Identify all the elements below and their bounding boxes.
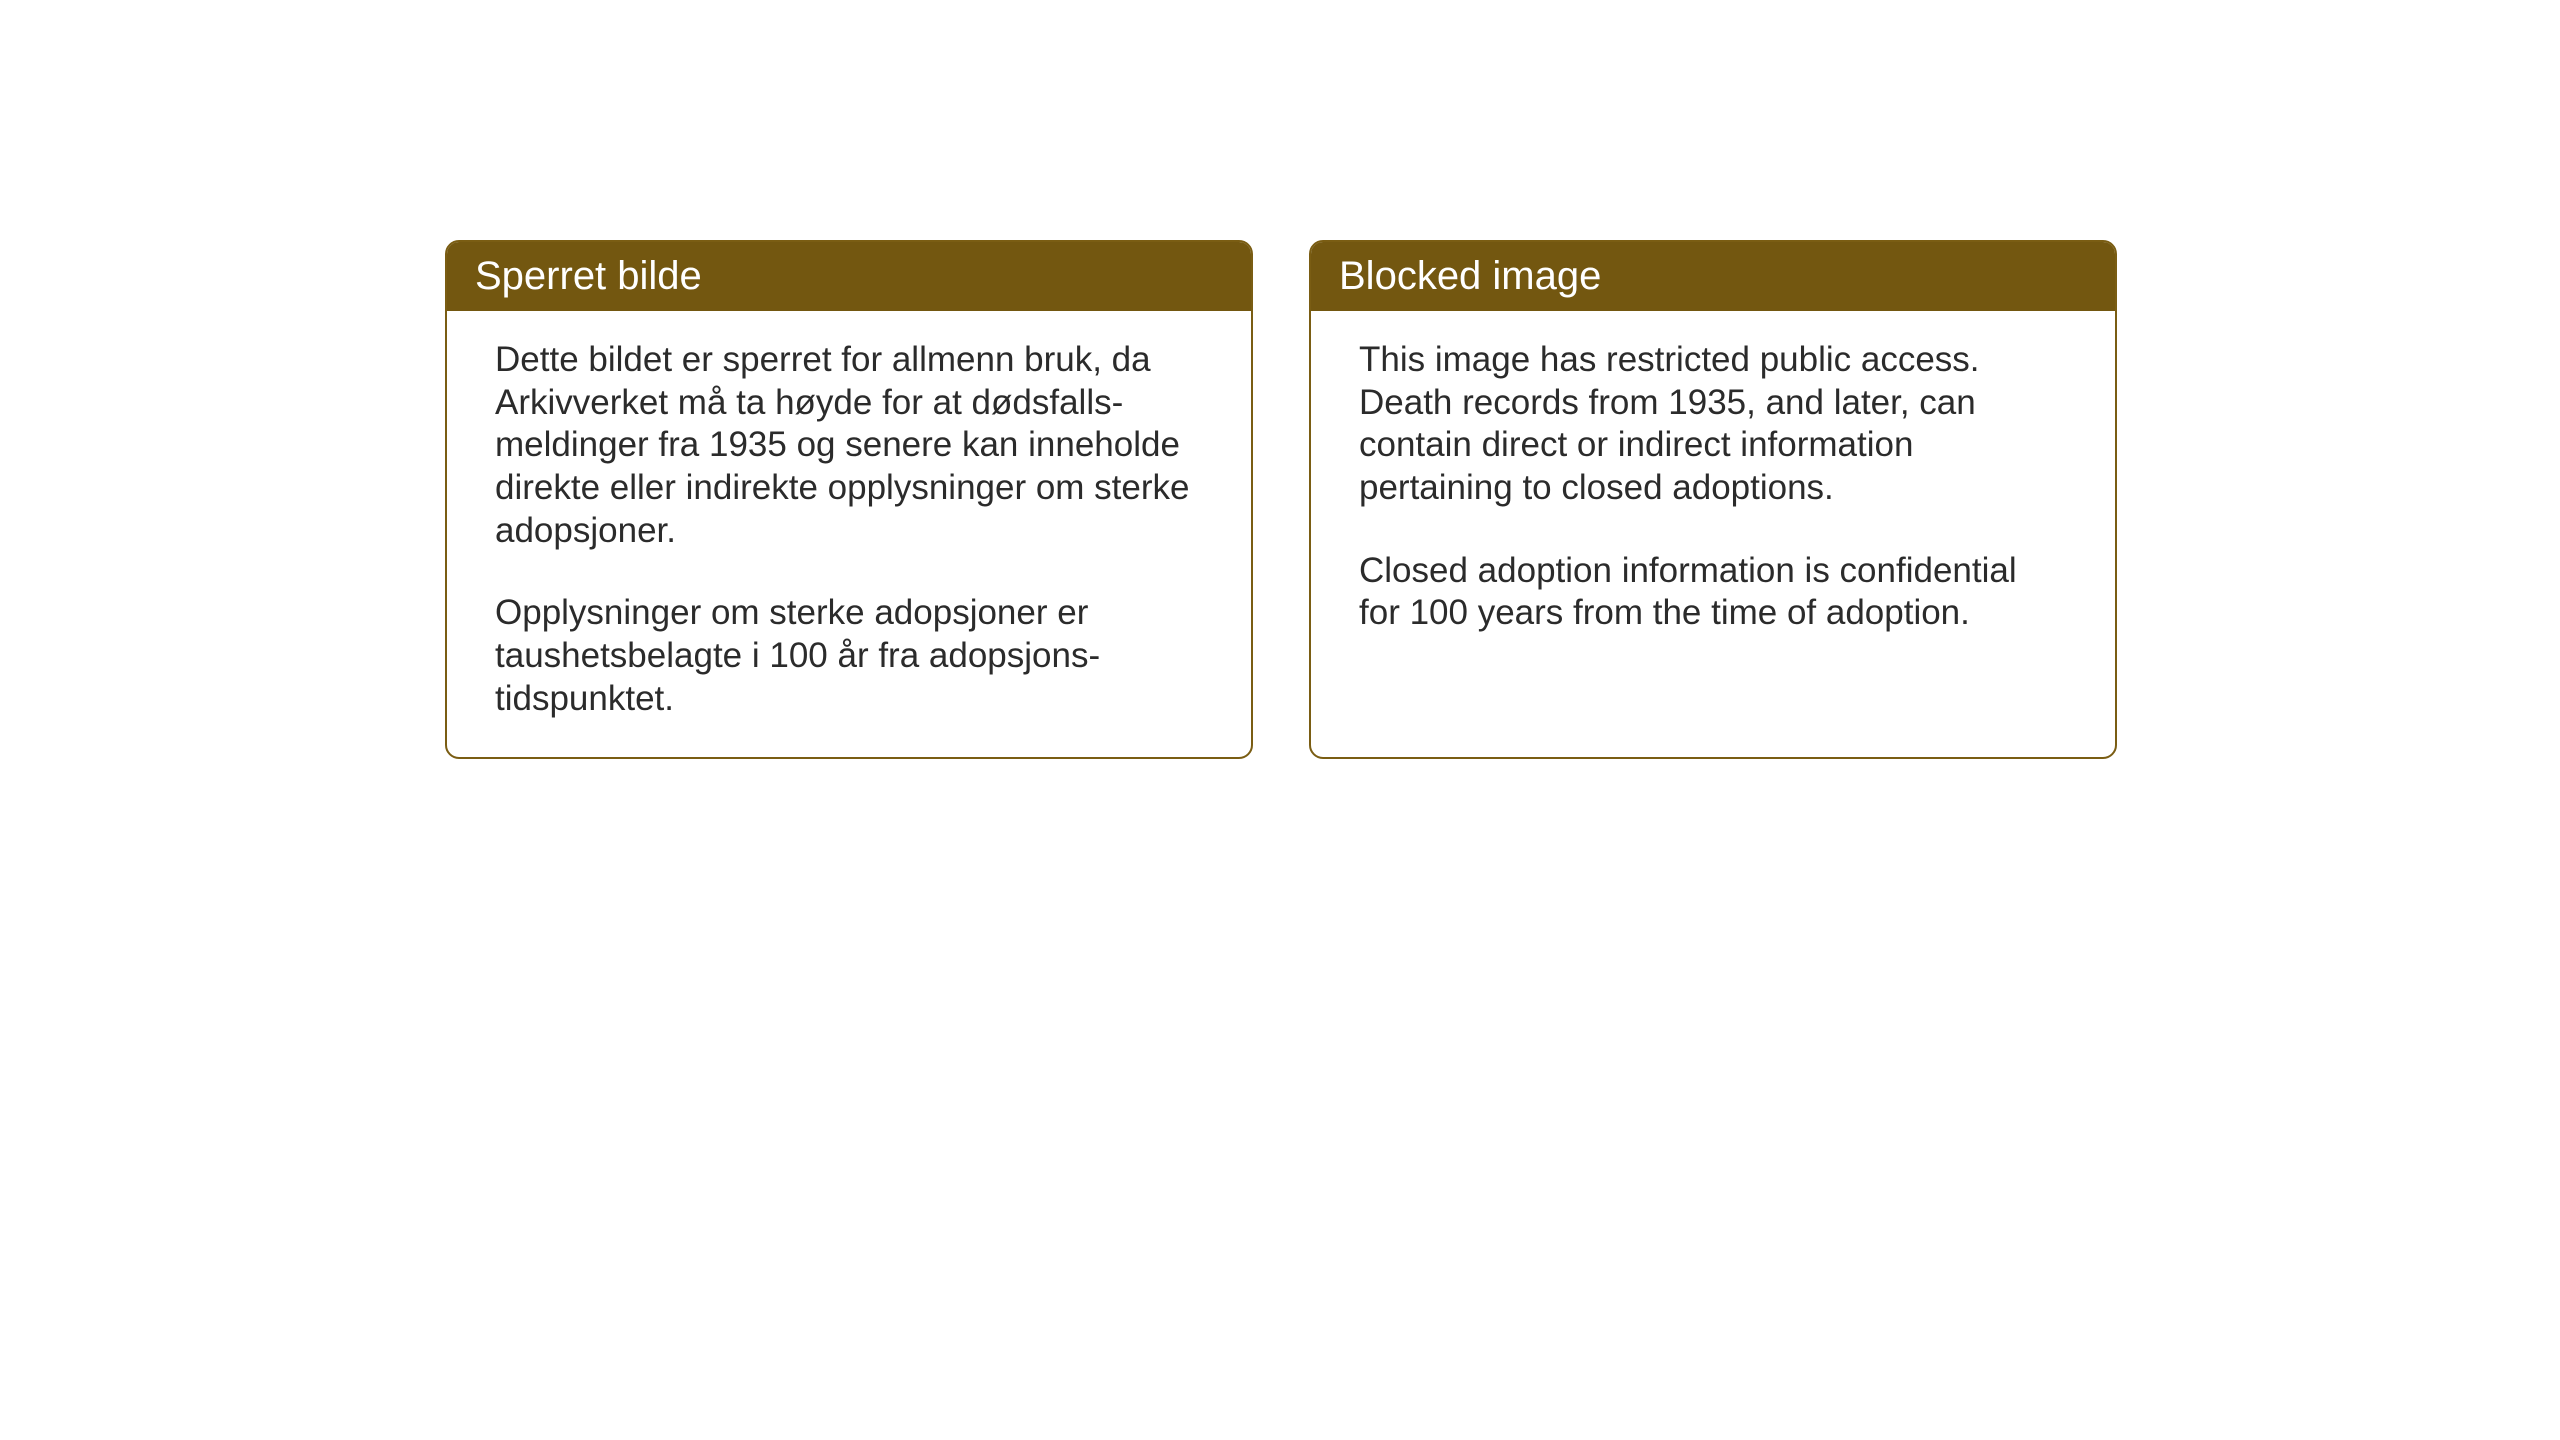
card-body: This image has restricted public access.…: [1311, 311, 2115, 671]
card-title: Blocked image: [1339, 254, 1601, 298]
card-paragraph: Dette bildet er sperret for allmenn bruk…: [495, 339, 1203, 552]
card-title: Sperret bilde: [475, 254, 702, 298]
card-paragraph: Opplysninger om sterke adopsjoner er tau…: [495, 592, 1203, 720]
card-header: Sperret bilde: [447, 242, 1251, 311]
card-body: Dette bildet er sperret for allmenn bruk…: [447, 311, 1251, 757]
card-header: Blocked image: [1311, 242, 2115, 311]
card-paragraph: This image has restricted public access.…: [1359, 339, 2067, 510]
card-paragraph: Closed adoption information is confident…: [1359, 550, 2067, 635]
notice-card-english: Blocked image This image has restricted …: [1309, 240, 2117, 759]
notice-container: Sperret bilde Dette bildet er sperret fo…: [445, 240, 2117, 759]
notice-card-norwegian: Sperret bilde Dette bildet er sperret fo…: [445, 240, 1253, 759]
